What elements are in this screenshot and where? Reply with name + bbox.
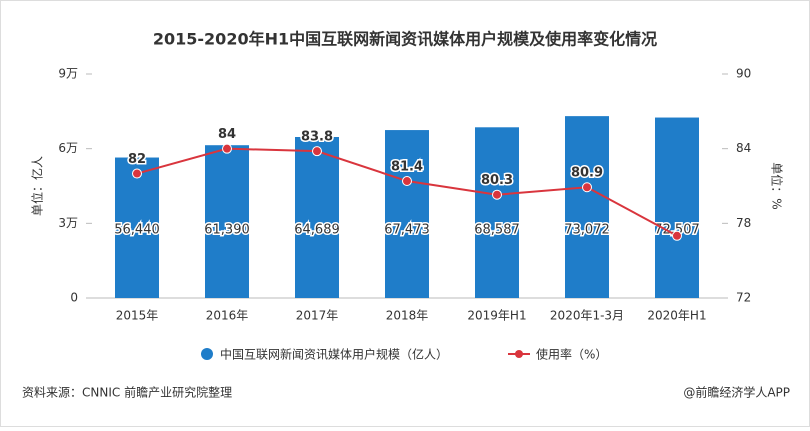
bar-label: 73,072	[564, 223, 610, 238]
y-tick-label: 3万	[58, 216, 78, 230]
bar	[385, 130, 429, 298]
bar	[295, 136, 339, 298]
bar-label: 64,689	[294, 223, 340, 238]
x-tick-label: 2018年	[386, 309, 429, 323]
line-point	[672, 230, 682, 241]
y2-tick-label: 90	[736, 67, 751, 81]
x-tick-label: 2020年H1	[647, 309, 706, 323]
x-tick-label: 2017年	[296, 309, 339, 323]
bar	[655, 117, 699, 298]
chart-title: 2015-2020年H1中国互联网新闻资讯媒体用户规模及使用率变化情况	[153, 30, 657, 49]
line-point	[492, 189, 502, 200]
bar-label: 68,587	[474, 223, 520, 238]
bar-label: 67,473	[384, 223, 430, 238]
legend-label: 中国互联网新闻资讯媒体用户规模（亿人）	[220, 347, 448, 362]
source: 资料来源：CNNIC 前瞻产业研究院整理	[22, 385, 232, 400]
y-axis-label: 单位：亿人	[30, 156, 45, 216]
line-point	[222, 143, 232, 154]
credit: @前瞻经济学人APP	[683, 385, 790, 400]
x-tick-label: 2019年H1	[467, 309, 526, 323]
y-tick-label: 0	[70, 291, 78, 305]
bar	[475, 127, 519, 298]
x-tick-label: 2020年1-3月	[550, 309, 624, 323]
y2-tick-label: 78	[736, 216, 751, 230]
line-point	[132, 168, 142, 179]
line-label: 82	[128, 152, 146, 167]
legend-label: 使用率（%）	[536, 347, 607, 362]
line-label: 80.9	[571, 166, 603, 181]
y-tick-label: 9万	[58, 67, 78, 81]
line-point	[402, 176, 412, 187]
bar-label: 61,390	[204, 223, 250, 238]
line-label: 83.8	[301, 130, 333, 145]
bar	[565, 116, 609, 298]
x-tick-label: 2015年	[116, 309, 159, 323]
bar-label: 56,440	[114, 223, 160, 238]
legend-marker	[515, 350, 523, 358]
y-tick-label: 6万	[58, 141, 78, 155]
bar-label: 72,507	[654, 223, 700, 238]
line-label: 81.4	[391, 160, 423, 175]
x-tick-label: 2016年	[206, 309, 249, 323]
bar	[205, 145, 249, 298]
y2-tick-label: 72	[736, 291, 751, 305]
bar	[115, 157, 159, 298]
line-label: 84	[218, 127, 236, 142]
y2-axis-label: 单位：%	[770, 162, 785, 209]
line-point	[312, 146, 322, 157]
legend-marker	[201, 348, 213, 360]
y2-tick-label: 84	[736, 141, 751, 155]
line-label: 80.3	[481, 173, 513, 188]
line-point	[582, 182, 592, 193]
